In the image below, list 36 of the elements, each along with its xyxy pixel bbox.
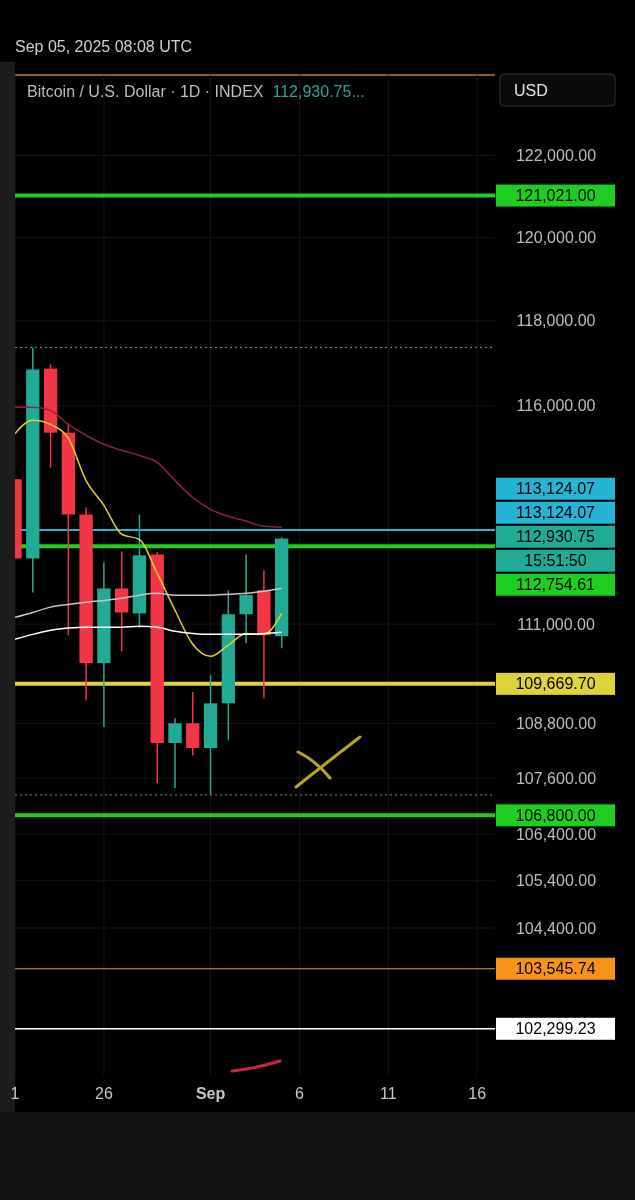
ref-line-label: 109,669.70: [515, 675, 596, 693]
y-tick-label: 118,000.00: [516, 312, 596, 330]
text: 112,930.75: [516, 528, 596, 546]
text: 113,124.07: [516, 504, 596, 522]
x-tick-label: 16: [468, 1085, 487, 1102]
y-tick-label: 111,000.00: [517, 615, 595, 633]
y-tick-label: 116,000.00: [516, 397, 596, 415]
y-tick-label: 104,400.00: [515, 919, 597, 937]
ref-line-label: 113,124.07: [516, 480, 596, 498]
candlestick: [168, 717, 182, 789]
x-tick-label: 6: [294, 1085, 304, 1102]
ref-line-label: 103,545.74: [515, 960, 596, 978]
y-tick-label: 108,800.00: [515, 714, 597, 732]
ref-line-label: 102,299.23: [515, 1020, 596, 1038]
ref-line-label: 106,800.00: [515, 806, 596, 824]
x-tick-label: 11: [380, 1085, 397, 1102]
annotation: 112,930.75...: [272, 83, 365, 100]
y-tick-label: 122,000.00: [515, 147, 597, 165]
ref-line-label: 121,021.00: [515, 187, 596, 205]
line-series: [15, 587, 283, 619]
x-tick-label: 26: [94, 1085, 113, 1102]
y-tick-label: 107,600.00: [515, 769, 597, 787]
chart-subtitle: Sep 05, 2025 08:08 UTC: [15, 38, 193, 55]
x-tick-label: 1: [10, 1085, 20, 1102]
x-tick-label: Sep: [195, 1085, 226, 1102]
ref-line-label: 112,754.61: [516, 576, 596, 594]
candlestick: [239, 553, 253, 645]
y-tick-label: 106,400.00: [515, 825, 597, 843]
currency-selector: USD: [499, 73, 616, 107]
y-tick-label: 105,400.00: [515, 872, 597, 890]
line-series: [15, 625, 283, 641]
text: 15:51:50: [524, 552, 587, 570]
line-series: [15, 406, 283, 528]
line-series: [15, 419, 283, 658]
text: Bitcoin / U.S. Dollar · 1D · INDEX: [27, 83, 264, 100]
y-tick-label: 120,000.00: [515, 229, 597, 247]
